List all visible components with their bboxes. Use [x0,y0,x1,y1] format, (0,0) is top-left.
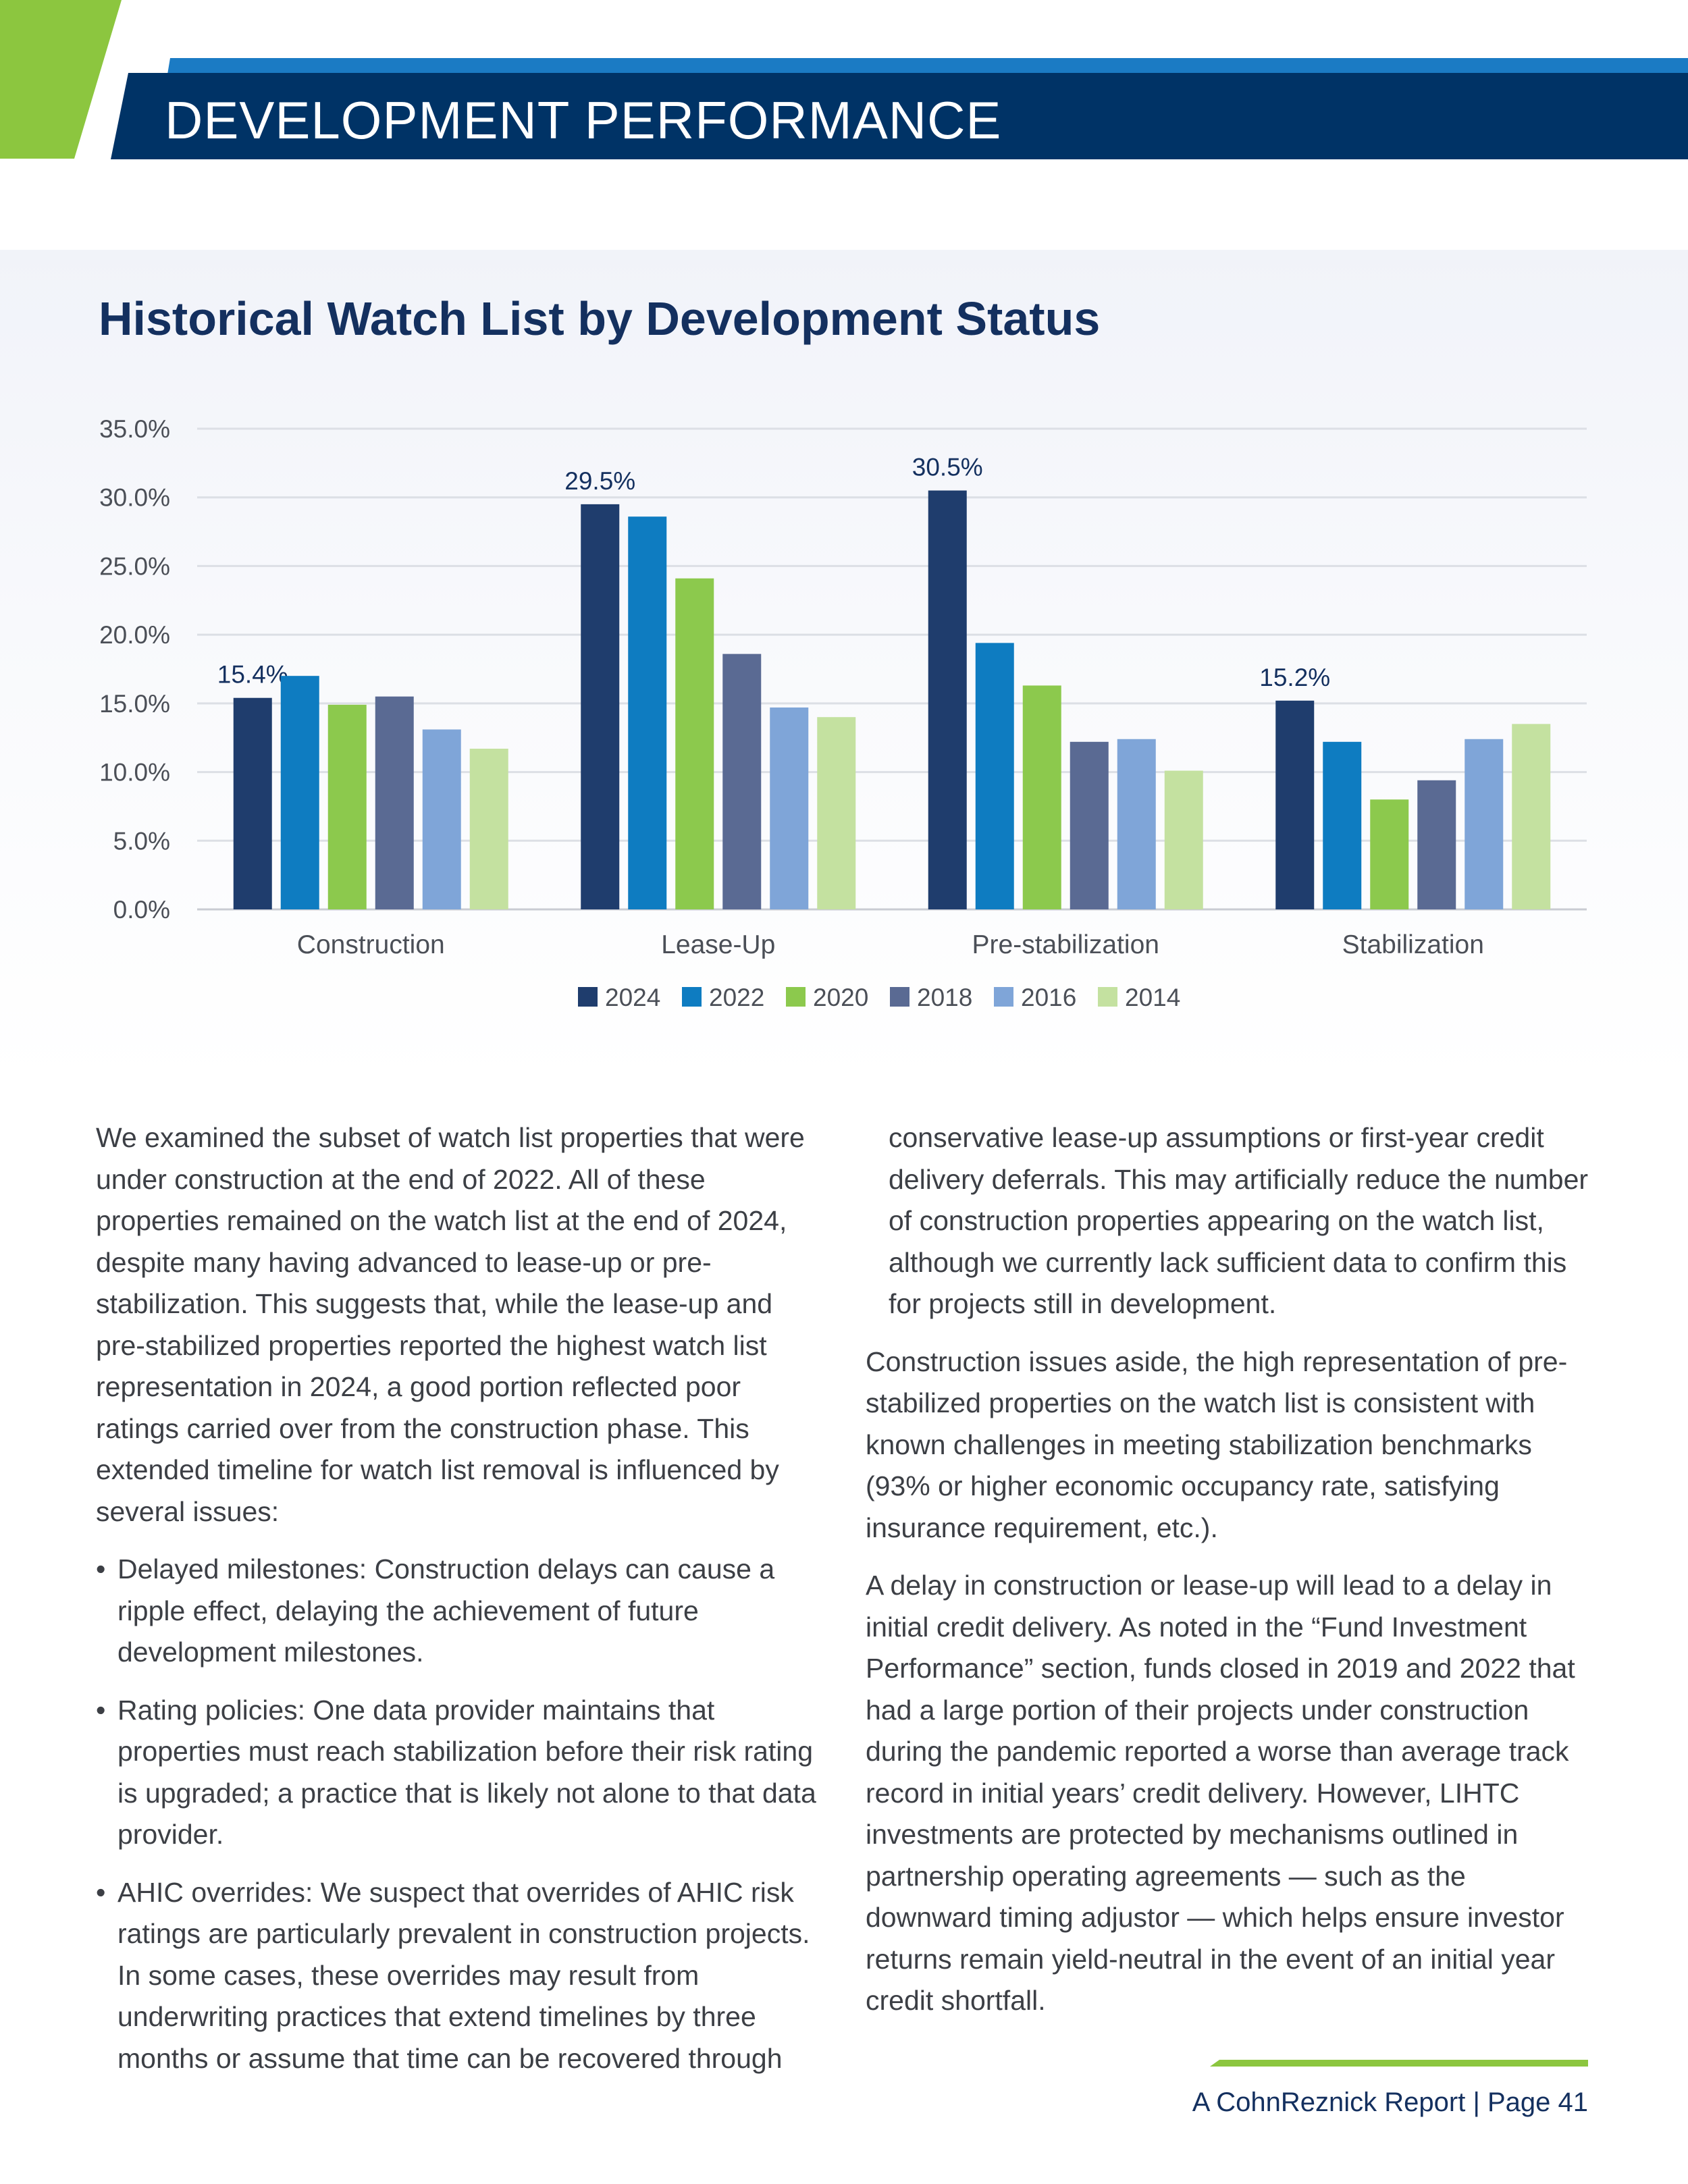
page-footer: A CohnReznick Report | Page 41 [1192,2087,1588,2117]
list-item: • Rating policies: One data provider mai… [96,1690,825,1856]
bar [375,696,414,909]
legend-swatch [890,987,909,1007]
footer-rule [1210,2060,1588,2067]
list-item: • Delayed milestones: Construction delay… [96,1549,825,1674]
bar [1512,724,1551,909]
y-tick-label: 25.0% [99,552,170,580]
y-tick-label: 0.0% [113,896,170,924]
legend-swatch [994,987,1013,1007]
bar [233,697,272,909]
body-paragraph: A delay in construction or lease-up will… [866,1570,1575,2016]
chart-panel [0,250,1688,1082]
legend-swatch [1098,987,1117,1007]
bar [722,654,762,909]
legend-label: 2014 [1125,984,1180,1011]
bar [628,516,667,909]
bar [1323,741,1362,909]
section-banner [111,73,1688,159]
y-tick-label: 10.0% [99,759,170,787]
y-tick-label: 20.0% [99,621,170,649]
bar [422,729,461,909]
y-tick-label: 30.0% [99,484,170,512]
legend-swatch [786,987,806,1007]
legend-label: 2022 [709,984,764,1011]
list-item-continuation: conservative lease-up assumptions or fir… [889,1122,1589,1319]
data-label: 15.2% [1259,664,1330,691]
x-tick-label: Construction [297,930,445,959]
bar [1070,741,1109,909]
bar [975,643,1014,909]
bar [928,490,967,909]
bar [770,707,809,909]
legend-label: 2018 [917,984,972,1011]
bar [1164,770,1203,909]
legend-swatch [578,987,598,1007]
bar [1117,739,1156,909]
data-label: 29.5% [564,467,635,495]
y-tick-label: 35.0% [99,415,170,443]
bar [581,504,620,909]
x-tick-label: Lease-Up [661,930,775,959]
y-tick-label: 15.0% [99,690,170,718]
bar [675,578,714,909]
bar [327,704,367,909]
bar [1022,685,1061,909]
bar [817,717,856,909]
body-left-column: We examined the subset of watch list pro… [96,1117,825,2096]
x-tick-label: Pre-stabilization [972,930,1159,959]
chart-title: Historical Watch List by Development Sta… [99,292,1101,345]
header-accent-tab [0,0,122,159]
legend-label: 2020 [813,984,868,1011]
legend-label: 2016 [1021,984,1076,1011]
list-item-text: Rating policies: One data provider maint… [117,1694,816,1850]
list-item: • AHIC overrides: We suspect that overri… [96,1872,825,2080]
body-right-column: conservative lease-up assumptions or fir… [866,1117,1593,2038]
bar [1417,780,1456,909]
data-label: 15.4% [217,661,288,689]
legend-swatch [682,987,702,1007]
issues-list: • Delayed milestones: Construction delay… [96,1549,825,2079]
legend-label: 2024 [605,984,660,1011]
bullet-marker: • [96,1694,106,1726]
x-tick-label: Stabilization [1342,930,1484,959]
section-title: DEVELOPMENT PERFORMANCE [165,90,1002,150]
bar [280,676,319,909]
bar [1465,739,1504,909]
data-label: 30.5% [912,454,983,481]
bullet-marker: • [96,1876,106,1908]
header-accent-stripe [167,58,1688,74]
bullet-marker: • [96,1553,106,1584]
list-item-text: Delayed milestones: Construction delays … [117,1553,775,1668]
bar [1275,700,1315,909]
body-paragraph: We examined the subset of watch list pro… [96,1122,805,1527]
bar [469,748,508,909]
bar [1370,799,1409,909]
bar-chart: 0.0% 5.0% 10.0% 15.0% 20.0% 25.0% 30.0% 35.0% 15… [99,415,1587,1011]
y-tick-label: 5.0% [113,827,170,855]
list-item-text: AHIC overrides: We suspect that override… [117,1876,810,2074]
body-paragraph: Construction issues aside, the high repr… [866,1346,1568,1543]
